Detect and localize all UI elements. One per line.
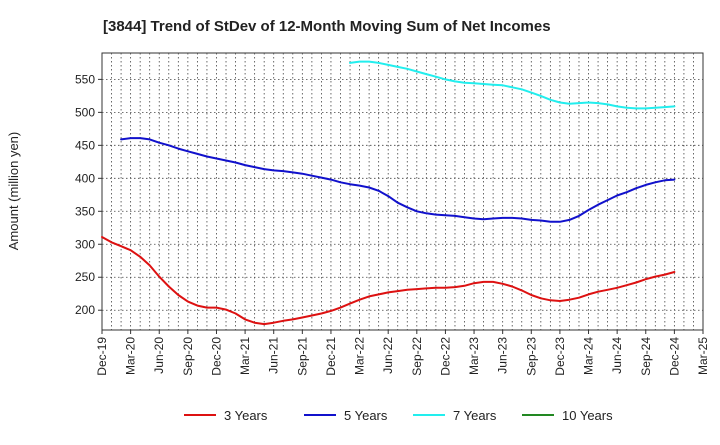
series-line-5-years bbox=[120, 137, 676, 223]
chart-title: [3844] Trend of StDev of 12-Month Moving… bbox=[103, 18, 551, 35]
x-tick-label: Mar-24 bbox=[582, 337, 596, 375]
x-tick-label: Dec-23 bbox=[553, 337, 567, 376]
legend-label: 7 Years bbox=[453, 408, 497, 423]
x-tick-label: Sep-22 bbox=[410, 337, 424, 376]
x-tick-label: Jun-21 bbox=[267, 337, 281, 374]
y-axis-ticks: 200 250 300 350 400 450 500 550 bbox=[75, 72, 102, 317]
legend-label: 5 Years bbox=[344, 408, 388, 423]
x-axis-ticks: Dec-19 Mar-20 Jun-20 Sep-20 Dec-20 Mar-21 Jun-… bbox=[95, 330, 710, 376]
legend: 3 Years 5 Years 7 Years 10 Years bbox=[184, 408, 613, 423]
x-tick-label: Jun-20 bbox=[152, 337, 166, 374]
x-tick-label: Sep-23 bbox=[524, 337, 538, 376]
series-line-7-years bbox=[349, 60, 676, 110]
x-tick-label: Mar-20 bbox=[124, 337, 138, 375]
x-tick-label: Sep-24 bbox=[639, 337, 653, 376]
grid-lines bbox=[102, 53, 703, 330]
y-tick-label: 400 bbox=[75, 171, 95, 185]
y-tick-label: 550 bbox=[75, 72, 95, 86]
x-tick-label: Jun-24 bbox=[610, 337, 624, 374]
x-tick-label: Dec-24 bbox=[667, 337, 681, 376]
x-tick-label: Dec-19 bbox=[95, 337, 109, 376]
y-tick-label: 500 bbox=[75, 105, 95, 119]
series-lines bbox=[101, 60, 676, 326]
plot-area bbox=[101, 52, 704, 331]
x-tick-label: Mar-22 bbox=[353, 337, 367, 375]
x-tick-label: Mar-23 bbox=[467, 337, 481, 375]
y-tick-label: 300 bbox=[75, 237, 95, 251]
y-tick-label: 250 bbox=[75, 270, 95, 284]
legend-label: 3 Years bbox=[224, 408, 268, 423]
x-tick-label: Sep-21 bbox=[295, 337, 309, 376]
y-axis-label: Amount (million yen) bbox=[6, 132, 21, 251]
x-tick-label: Jun-22 bbox=[381, 337, 395, 374]
series-line-3-years bbox=[101, 236, 676, 326]
x-tick-label: Sep-20 bbox=[181, 337, 195, 376]
legend-label: 10 Years bbox=[562, 408, 613, 423]
x-tick-label: Jun-23 bbox=[496, 337, 510, 374]
y-tick-label: 450 bbox=[75, 138, 95, 152]
x-tick-label: Dec-22 bbox=[438, 337, 452, 376]
x-tick-label: Mar-25 bbox=[696, 337, 710, 375]
x-tick-label: Dec-21 bbox=[324, 337, 338, 376]
x-tick-label: Mar-21 bbox=[238, 337, 252, 375]
y-tick-label: 200 bbox=[75, 303, 95, 317]
x-tick-label: Dec-20 bbox=[209, 337, 223, 376]
y-tick-label: 350 bbox=[75, 204, 95, 218]
